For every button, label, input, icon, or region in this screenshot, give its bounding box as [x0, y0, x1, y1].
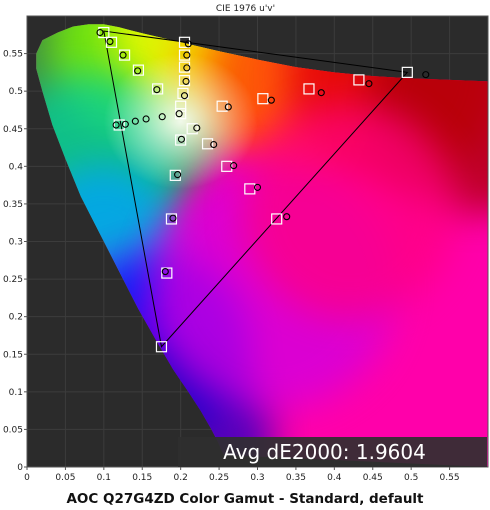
target-marker [271, 213, 283, 225]
target-marker [216, 100, 228, 112]
target-marker [98, 26, 110, 39]
measured-marker [134, 67, 142, 75]
y-tick-label: 0 [17, 463, 23, 473]
target-marker [155, 341, 168, 353]
measured-marker [283, 213, 291, 221]
measured-marker [180, 92, 189, 100]
measured-marker [131, 117, 139, 125]
chart-caption: AOC Q27G4ZD Color Gamut - Standard, defa… [0, 488, 490, 510]
measured-marker [175, 110, 183, 118]
y-tick-label: 0.15 [3, 350, 23, 360]
target-marker [132, 64, 145, 76]
measured-marker [174, 171, 182, 179]
target-marker [186, 123, 198, 135]
measured-marker [183, 51, 191, 59]
y-tick-label: 0.35 [3, 200, 23, 210]
measured-marker [224, 103, 232, 111]
x-tick-label: 0.55 [440, 473, 460, 483]
target-marker [353, 74, 365, 86]
target-marker [401, 66, 413, 78]
y-tick-label: 0.3 [9, 238, 23, 248]
measured-marker [177, 135, 185, 143]
y-axis: 0 0.05 0.1 0.15 0.2 0.25 0.3 0.35 0.4 0.45 0.5 0.55 [3, 50, 27, 473]
measured-marker [230, 162, 238, 170]
gamut-triangle [103, 30, 409, 348]
avg-de-label: Avg dE2000: 1.9604 [223, 440, 426, 464]
target-marker [152, 83, 164, 95]
x-tick-label: 0.3 [250, 473, 264, 483]
measured-marker [96, 28, 104, 37]
measured-marker [193, 124, 201, 132]
measured-marker [183, 64, 191, 72]
measured-marker [158, 113, 166, 121]
measured-marker [169, 214, 177, 222]
white-point-glow [103, 53, 258, 189]
x-tick-label: 0.35 [286, 473, 306, 483]
x-axis: 0 0.05 0.1 0.15 0.2 0.25 0.3 0.35 0.4 0.45 0.5 0.55 [24, 467, 460, 483]
x-tick-label: 0.45 [363, 473, 383, 483]
measured-marker [153, 86, 161, 94]
target-marker [175, 134, 187, 146]
target-points [98, 26, 413, 353]
x-tick-label: 0.05 [55, 473, 75, 483]
y-tick-label: 0.05 [3, 425, 23, 435]
y-tick-label: 0.2 [9, 313, 23, 323]
measured-points [96, 28, 430, 276]
x-tick-label: 0.25 [209, 473, 229, 483]
measured-marker [184, 40, 192, 48]
measured-marker [317, 89, 325, 97]
y-tick-label: 0.1 [9, 388, 23, 398]
measured-marker [210, 140, 218, 149]
measured-marker [161, 268, 169, 276]
measured-marker [142, 115, 150, 123]
measured-marker [121, 120, 129, 128]
x-tick-label: 0.15 [132, 473, 152, 483]
x-tick-label: 0.1 [97, 473, 111, 483]
y-tick-label: 0.25 [3, 275, 23, 285]
target-marker [178, 36, 191, 48]
target-marker [257, 93, 269, 105]
y-tick-label: 0.45 [3, 125, 23, 135]
measured-marker [253, 183, 262, 191]
gamut-chart: 0 0.05 0.1 0.15 0.2 0.25 0.3 0.35 0.4 0.45 0.5 0.55… [3, 4, 489, 483]
measured-marker [365, 80, 373, 88]
measured-marker [422, 71, 430, 79]
measured-marker [106, 38, 114, 46]
x-tick-label: 0.4 [327, 473, 342, 483]
y-tick-label: 0.55 [3, 50, 23, 60]
x-tick-label: 0 [24, 473, 30, 483]
x-tick-label: 0.5 [404, 473, 418, 483]
avg-de-box [178, 437, 487, 467]
target-marker [201, 138, 214, 150]
target-marker [161, 267, 173, 279]
y-tick-label: 0.5 [9, 87, 23, 97]
target-marker [303, 83, 315, 95]
measured-marker [267, 96, 275, 104]
color-region [242, 103, 458, 319]
measured-marker [119, 51, 127, 59]
x-tick-label: 0.2 [174, 473, 188, 483]
target-marker [113, 119, 125, 131]
y-tick-label: 0.4 [9, 162, 24, 172]
measured-marker [182, 77, 190, 85]
chart-title: CIE 1976 u'v' [216, 4, 275, 14]
target-marker [221, 160, 233, 172]
measured-marker [112, 121, 120, 129]
